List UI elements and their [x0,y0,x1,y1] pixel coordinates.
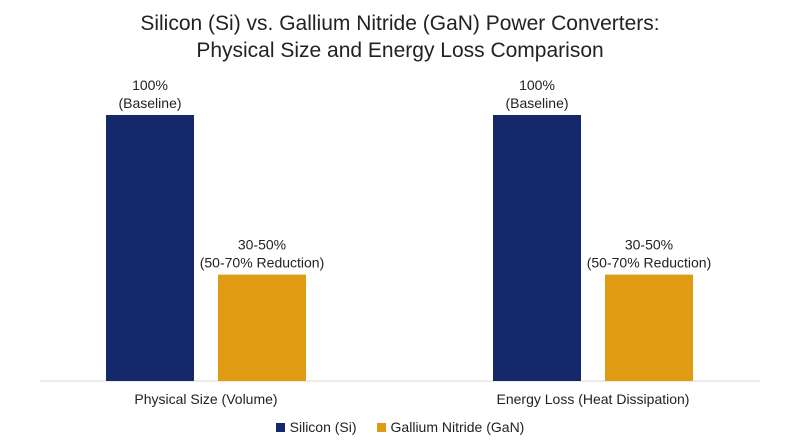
data-label-gallium-nitride-gan-2-line-2: (50-70% Reduction) [587,255,712,271]
legend: Silicon (Si) Gallium Nitride (GaN) [0,419,800,435]
legend-swatch-silicon [275,422,285,432]
legend-label-gan: Gallium Nitride (GaN) [390,419,525,435]
data-label-gallium-nitride-gan-1-line-2: (50-70% Reduction) [200,255,325,271]
chart-title: Silicon (Si) vs. Gallium Nitride (GaN) P… [0,10,800,64]
category-label-2: Energy Loss (Heat Dissipation) [497,391,690,407]
bar-gallium-nitride-gan-1 [218,274,306,381]
data-label-gallium-nitride-gan-2-line-1: 30-50% [625,237,673,253]
data-label-silicon-si-1-line-2: (Baseline) [118,95,181,111]
legend-label-silicon: Silicon (Si) [289,419,357,435]
chart-title-line-2: Physical Size and Energy Loss Comparison [196,39,604,62]
legend-item-silicon: Silicon (Si) [275,419,357,435]
legend-swatch-gan [376,422,386,432]
bar-gallium-nitride-gan-2 [605,274,693,381]
data-label-gallium-nitride-gan-1-line-1: 30-50% [238,237,286,253]
data-label-silicon-si-2-line-2: (Baseline) [505,95,568,111]
data-label-silicon-si-1-line-1: 100% [132,77,168,93]
bar-silicon-si-1 [106,115,194,381]
chart-title-line-1: Silicon (Si) vs. Gallium Nitride (GaN) P… [140,12,660,35]
category-label-1: Physical Size (Volume) [134,391,277,407]
bar-silicon-si-2 [493,115,581,381]
data-label-silicon-si-2-line-1: 100% [519,77,555,93]
legend-item-gan: Gallium Nitride (GaN) [376,419,525,435]
